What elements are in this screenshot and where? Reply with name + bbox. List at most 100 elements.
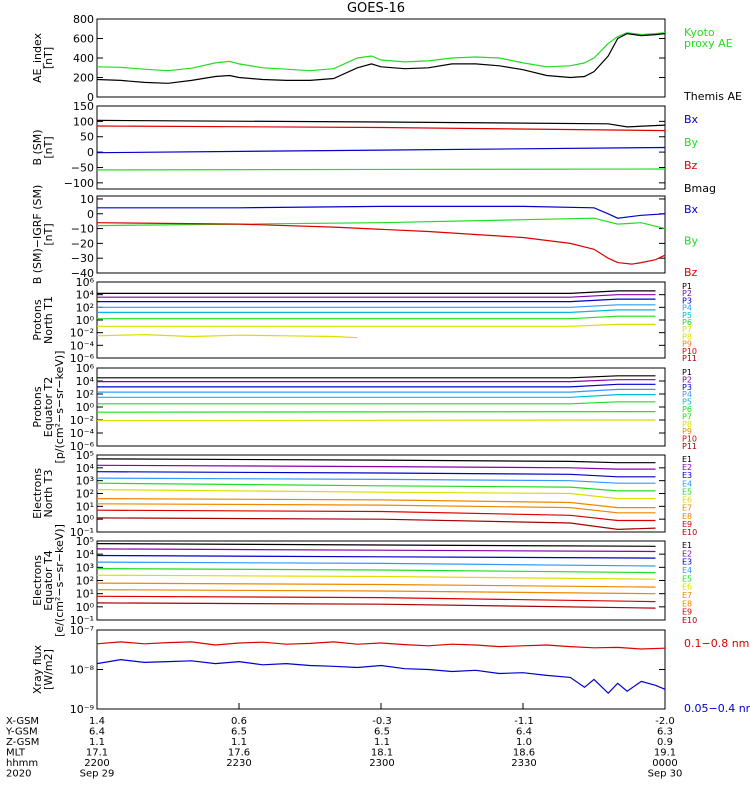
series-line-p2 (97, 379, 656, 383)
series-line-p7 (97, 323, 656, 327)
legend-label: P5 (682, 311, 692, 320)
y-tick-label: −100 (64, 177, 94, 190)
y-tick-label: 10³ (76, 561, 94, 574)
x-row-value: 19.1 (654, 748, 676, 759)
y-tick-label: 800 (73, 13, 94, 26)
panel-frame (96, 105, 666, 190)
series-line-e2 (96, 548, 656, 553)
series-line-e10 (96, 517, 656, 531)
series-line-by (96, 217, 666, 230)
legend-label: P2 (682, 375, 692, 384)
legend-label: P11 (682, 442, 697, 451)
y-tick-label: 10² (76, 388, 94, 401)
y-tick-label: 10⁴ (76, 548, 95, 561)
y-tick-label: 0 (87, 208, 94, 221)
x-row-label: hhmm (6, 758, 38, 769)
series-line-p1 (97, 290, 656, 294)
legend-label: Themis AE (683, 90, 742, 103)
x-row-value: 2330 (511, 758, 536, 769)
series-line-p5 (97, 309, 656, 313)
y-tick-label: 10⁻¹ (70, 526, 94, 539)
x-row-label: 2020 (6, 769, 31, 780)
y-tick-label: 10⁻⁶ (70, 352, 95, 365)
y-tick-label: 200 (73, 72, 94, 85)
legend-label: P7 (682, 412, 692, 421)
series-line-p3 (97, 298, 656, 303)
legend-label: E6 (682, 496, 692, 505)
chart-panel-3: −40 −30 −20−10 0 10 B (SM)−IGRF (SM)[nT] Bx By B… (31, 185, 699, 285)
series-line-0-05-0-4-nm (96, 658, 666, 695)
series-line-p2 (97, 294, 656, 298)
series-line-p6 (97, 315, 656, 320)
x-row-label: X-GSM (6, 716, 39, 727)
legend-label: E5 (682, 487, 692, 496)
legend-label: E7 (682, 591, 692, 600)
y-tick-label: 10⁻⁷ (70, 624, 94, 637)
x-row-value: 1.0 (516, 737, 532, 748)
x-row-value: 17.1 (86, 748, 108, 759)
series-line-e10 (96, 602, 656, 609)
legend-label: E1 (682, 455, 692, 464)
x-row-value: Sep 29 (80, 769, 115, 780)
x-row-label: Z-GSM (6, 737, 39, 748)
series-line-themis-ae (96, 32, 666, 84)
legend-label: E3 (682, 558, 692, 567)
legend-label: P6 (682, 318, 692, 327)
series-line-bz (96, 125, 666, 132)
x-row-value: 6.4 (516, 727, 532, 738)
y-tick-label: 10² (76, 575, 94, 588)
x-axis-ephemeris: X-GSM 1.4 0.6 -0.3 -1.1 -2.0 Y-GSM 6.4 6.5 6.5 6.4… (5, 703, 682, 780)
legend-label: E8 (682, 512, 692, 521)
y-tick-label: 0 (87, 146, 94, 159)
legend-label: E3 (682, 471, 692, 480)
y-tick-label: 10⁻⁴ (70, 427, 95, 440)
legend-label: P7 (682, 325, 692, 334)
legend-label: E9 (682, 608, 692, 617)
chart-panel-1: 0 200 400 600 800 AE_index[nT] Kyoto proxy AE Th… (31, 13, 742, 104)
legend-label: By (684, 235, 699, 248)
y-axis-label: AE_index[nT] (31, 32, 55, 83)
chart-panel-8: 10⁻⁹ 10⁻⁸ 10⁻⁷ Xray flux[W/m2] 0.1−0.8 nm 0.0… (31, 624, 750, 716)
series-line-e3 (96, 471, 656, 478)
y-tick-label: 10⁵ (76, 535, 94, 548)
chart-panel-2: −100 −50 0 50 100 150 B (SM)[nT] Bx By Bz Bmag (31, 100, 716, 195)
series-line-p8 (96, 419, 656, 422)
y-tick-label: 10 (80, 193, 94, 206)
series-line-e9 (96, 595, 656, 603)
legend-label: P3 (682, 296, 692, 305)
legend-label: E5 (682, 574, 692, 583)
panel-frame (96, 367, 666, 447)
y-tick-label: 10⁶ (76, 276, 95, 289)
y-tick-label: 150 (73, 100, 94, 113)
series-line-e8 (96, 503, 656, 514)
panel-frame (96, 195, 666, 274)
series-line-p4 (97, 304, 656, 308)
x-row-value: 6.4 (89, 727, 105, 738)
legend-label: P9 (682, 340, 692, 349)
legend-label: Bz (684, 159, 698, 172)
y-tick-label: 100 (73, 115, 94, 128)
series-line-p6 (97, 401, 656, 405)
y-axis-label: ElectronsNorth T3 (31, 468, 55, 519)
legend-label: P10 (682, 347, 697, 356)
y-tick-label: 10⁰ (76, 401, 95, 414)
series-line-p3 (97, 383, 656, 388)
legend-label: Bz (684, 266, 698, 279)
series-line-bx (97, 205, 666, 219)
x-row-value: 2300 (369, 758, 394, 769)
series-line-e2 (96, 464, 656, 470)
legend-label: E6 (682, 583, 692, 592)
x-row-value: 1.4 (89, 716, 105, 727)
series-line-e6 (96, 574, 656, 580)
panel-frame (96, 18, 666, 98)
x-row-value: -2.0 (655, 716, 675, 727)
panel-frame (96, 540, 666, 621)
legend-label: E1 (682, 541, 692, 550)
y-tick-label: −40 (71, 267, 94, 280)
legend-label: E10 (682, 616, 697, 625)
y-tick-label: 10² (76, 488, 94, 501)
x-row-label: MLT (6, 748, 26, 759)
series-line-e9 (96, 509, 656, 522)
